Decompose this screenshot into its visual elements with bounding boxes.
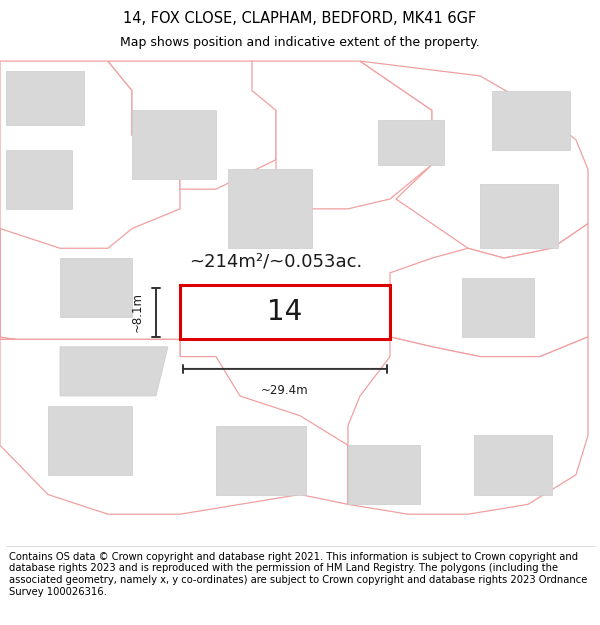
Text: Map shows position and indicative extent of the property.: Map shows position and indicative extent… [120, 36, 480, 49]
Polygon shape [348, 337, 588, 514]
Polygon shape [216, 426, 306, 494]
Text: ~29.4m: ~29.4m [261, 384, 309, 397]
Text: Contains OS data © Crown copyright and database right 2021. This information is : Contains OS data © Crown copyright and d… [9, 552, 587, 597]
Polygon shape [360, 61, 588, 258]
Polygon shape [6, 71, 84, 125]
Polygon shape [108, 61, 276, 189]
Polygon shape [48, 406, 132, 475]
Polygon shape [180, 285, 390, 339]
Text: ~214m²/~0.053ac.: ~214m²/~0.053ac. [189, 253, 362, 271]
Text: 14: 14 [268, 298, 302, 326]
Polygon shape [132, 111, 216, 179]
Text: ~8.1m: ~8.1m [131, 292, 144, 332]
Polygon shape [60, 258, 132, 318]
Polygon shape [252, 61, 432, 209]
Polygon shape [348, 445, 420, 504]
Polygon shape [378, 120, 444, 164]
Polygon shape [480, 184, 558, 248]
Polygon shape [0, 229, 180, 357]
Polygon shape [492, 91, 570, 150]
Polygon shape [6, 150, 72, 209]
Polygon shape [474, 436, 552, 494]
Polygon shape [60, 347, 168, 396]
Text: 14, FOX CLOSE, CLAPHAM, BEDFORD, MK41 6GF: 14, FOX CLOSE, CLAPHAM, BEDFORD, MK41 6G… [124, 11, 476, 26]
Polygon shape [462, 278, 534, 337]
Polygon shape [0, 61, 180, 248]
Polygon shape [390, 224, 588, 357]
Polygon shape [0, 339, 348, 514]
Polygon shape [228, 169, 312, 248]
